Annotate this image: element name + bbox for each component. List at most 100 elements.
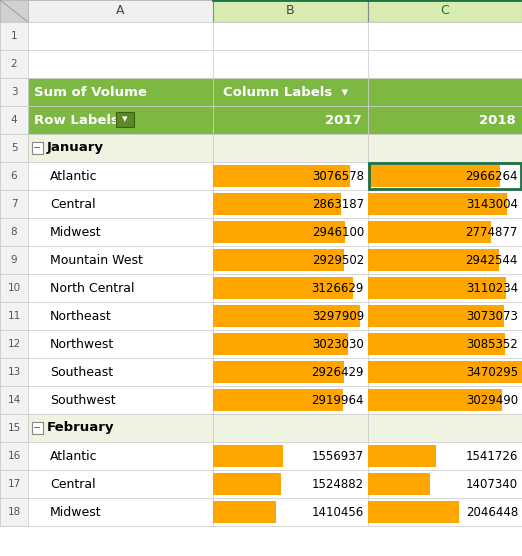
Text: Midwest: Midwest <box>50 226 102 239</box>
Text: 18: 18 <box>7 507 21 517</box>
Text: 1407340: 1407340 <box>466 478 518 490</box>
Bar <box>368 221 491 243</box>
Bar <box>213 442 368 470</box>
Bar <box>213 274 368 302</box>
Text: 13: 13 <box>7 367 21 377</box>
Text: A: A <box>116 4 125 17</box>
Bar <box>0 134 28 162</box>
Text: 16: 16 <box>7 451 21 461</box>
Text: 12: 12 <box>7 339 21 349</box>
Bar <box>368 442 522 470</box>
Text: C: C <box>441 4 449 17</box>
Bar <box>368 165 500 187</box>
Text: 15: 15 <box>7 423 21 433</box>
Text: −: − <box>33 423 41 433</box>
Text: January: January <box>47 141 104 155</box>
Bar <box>0 442 28 470</box>
Text: Column Labels  ▾: Column Labels ▾ <box>223 86 348 98</box>
Bar <box>368 22 522 50</box>
Text: Atlantic: Atlantic <box>50 170 98 182</box>
Bar <box>369 163 521 189</box>
Text: Sum of Volume: Sum of Volume <box>34 86 147 98</box>
Text: Central: Central <box>50 197 96 211</box>
Text: B: B <box>286 4 295 17</box>
Text: 2926429: 2926429 <box>312 365 364 379</box>
Text: 11: 11 <box>7 311 21 321</box>
Bar <box>28 0 213 22</box>
Text: Mountain West: Mountain West <box>50 254 143 266</box>
Text: 3470295: 3470295 <box>466 365 518 379</box>
Bar <box>213 333 348 355</box>
Bar <box>368 274 522 302</box>
Text: 2929502: 2929502 <box>312 254 364 266</box>
Text: 2: 2 <box>10 59 17 69</box>
Text: 2774877: 2774877 <box>466 226 518 239</box>
Bar <box>368 302 522 330</box>
Text: 17: 17 <box>7 479 21 489</box>
Bar <box>28 190 213 218</box>
Bar <box>368 78 522 106</box>
Bar <box>28 302 213 330</box>
Bar <box>213 162 368 190</box>
Text: 2863187: 2863187 <box>312 197 364 211</box>
Text: 1556937: 1556937 <box>312 449 364 463</box>
Bar <box>368 498 522 526</box>
Text: North Central: North Central <box>50 281 135 295</box>
Bar <box>213 498 368 526</box>
Bar <box>368 162 522 190</box>
Text: 2017: 2017 <box>325 113 362 127</box>
Text: 3073073: 3073073 <box>466 310 518 322</box>
Text: ▾: ▾ <box>122 115 128 125</box>
Bar <box>0 358 28 386</box>
Bar <box>368 501 459 523</box>
Text: 2942544: 2942544 <box>466 254 518 266</box>
Bar <box>368 386 522 414</box>
Bar <box>368 277 506 299</box>
Bar <box>213 22 368 50</box>
Text: 10: 10 <box>7 283 20 293</box>
Bar <box>213 358 368 386</box>
Bar <box>368 473 431 495</box>
Bar <box>368 361 522 383</box>
Text: Atlantic: Atlantic <box>50 449 98 463</box>
Bar <box>213 386 368 414</box>
Text: 3110234: 3110234 <box>466 281 518 295</box>
Bar <box>213 190 368 218</box>
Text: 2966264: 2966264 <box>466 170 518 182</box>
Text: 3029490: 3029490 <box>466 394 518 406</box>
Text: Central: Central <box>50 478 96 490</box>
Bar <box>28 414 213 442</box>
Bar <box>213 361 343 383</box>
Bar <box>28 470 213 498</box>
Bar <box>0 106 28 134</box>
Text: Northwest: Northwest <box>50 337 114 350</box>
Text: 1: 1 <box>10 31 17 41</box>
Bar <box>368 470 522 498</box>
Bar <box>28 134 213 162</box>
Text: 1524882: 1524882 <box>312 478 364 490</box>
Bar <box>368 358 522 386</box>
Bar <box>368 193 507 215</box>
Bar <box>213 246 368 274</box>
Bar <box>213 0 368 22</box>
Bar <box>368 218 522 246</box>
Bar <box>213 330 368 358</box>
Text: 3: 3 <box>10 87 17 97</box>
Bar <box>28 22 213 50</box>
Bar <box>368 134 522 162</box>
Bar <box>213 218 368 246</box>
Bar <box>28 50 213 78</box>
Text: 2919964: 2919964 <box>312 394 364 406</box>
Text: 4: 4 <box>10 115 17 125</box>
Bar <box>0 274 28 302</box>
Bar <box>213 165 350 187</box>
Bar <box>213 134 368 162</box>
Text: 5: 5 <box>10 143 17 153</box>
Text: February: February <box>47 421 114 434</box>
Bar <box>213 50 368 78</box>
Bar <box>0 302 28 330</box>
Bar <box>28 162 213 190</box>
Bar <box>368 330 522 358</box>
Text: 3143004: 3143004 <box>466 197 518 211</box>
Text: 3126629: 3126629 <box>312 281 364 295</box>
